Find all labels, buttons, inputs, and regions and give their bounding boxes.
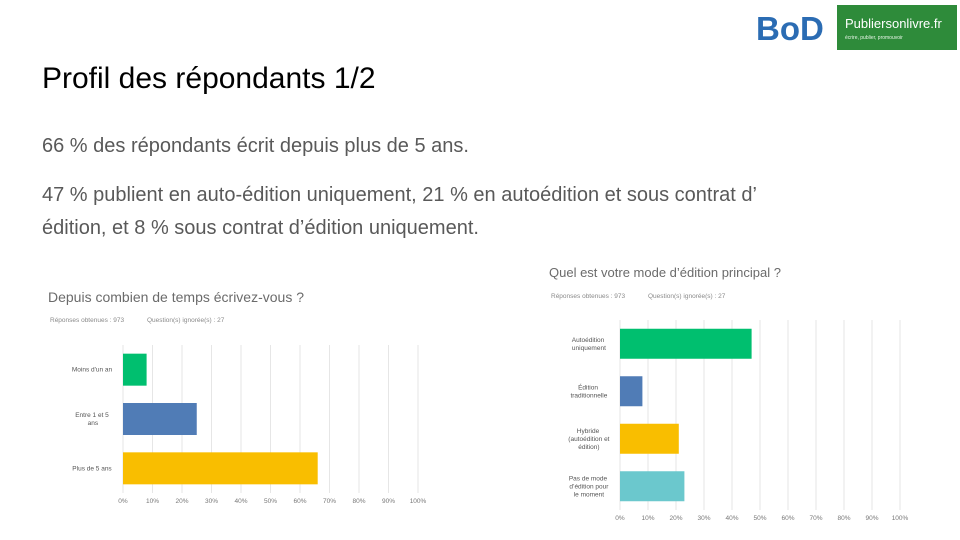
x-tick-label: 80% bbox=[352, 498, 365, 505]
x-tick-label: 20% bbox=[175, 498, 188, 505]
slide-title: Profil des répondants 1/2 bbox=[42, 62, 376, 95]
paragraph: édition, et 8 % sous contrat d’édition u… bbox=[42, 217, 479, 239]
chart-skipped: Question(s) ignorée(s) : 27 bbox=[648, 293, 726, 300]
x-tick-label: 30% bbox=[697, 515, 710, 522]
x-tick-label: 70% bbox=[809, 515, 822, 522]
y-tick-label: Hybride (autoédition et édition) bbox=[566, 428, 609, 451]
y-tick-label: Pas de mode d’édition pour le moment bbox=[568, 475, 610, 498]
y-tick-label: Autoédition uniquement bbox=[570, 337, 606, 352]
x-tick-label: 10% bbox=[641, 515, 654, 522]
x-tick-label: 0% bbox=[118, 498, 128, 505]
bar bbox=[620, 328, 752, 359]
x-tick-label: 100% bbox=[892, 515, 909, 522]
x-tick-label: 60% bbox=[781, 515, 794, 522]
bar bbox=[620, 471, 685, 502]
paragraph: 66 % des répondants écrit depuis plus de… bbox=[42, 135, 469, 157]
bar bbox=[620, 423, 679, 454]
bar bbox=[123, 452, 318, 485]
y-tick-label: Plus de 5 ans bbox=[72, 465, 112, 472]
chart-title: Depuis combien de temps écrivez-vous ? bbox=[48, 289, 304, 305]
x-tick-label: 50% bbox=[264, 498, 277, 505]
chart-responses: Réponses obtenues : 973 bbox=[50, 317, 124, 324]
x-tick-label: 10% bbox=[146, 498, 159, 505]
chart-skipped: Question(s) ignorée(s) : 27 bbox=[147, 317, 225, 324]
y-tick-label: Édition traditionnelle bbox=[569, 382, 608, 399]
x-tick-label: 90% bbox=[865, 515, 878, 522]
x-tick-label: 20% bbox=[669, 515, 682, 522]
x-tick-label: 100% bbox=[410, 498, 427, 505]
x-tick-label: 50% bbox=[753, 515, 766, 522]
x-tick-label: 0% bbox=[615, 515, 625, 522]
x-tick-label: 40% bbox=[725, 515, 738, 522]
bar bbox=[123, 403, 197, 435]
y-tick-label: Entre 1 et 5 ans bbox=[75, 412, 109, 427]
x-tick-label: 30% bbox=[205, 498, 218, 505]
logo-box bbox=[837, 5, 957, 50]
x-tick-label: 90% bbox=[382, 498, 395, 505]
x-tick-label: 60% bbox=[293, 498, 306, 505]
y-tick-label: Moins d'un an bbox=[72, 367, 113, 374]
x-tick-label: 70% bbox=[323, 498, 336, 505]
x-tick-label: 80% bbox=[837, 515, 850, 522]
chart-title: Quel est votre mode d’édition principal … bbox=[549, 265, 781, 280]
chart-responses: Réponses obtenues : 973 bbox=[551, 293, 625, 300]
bar bbox=[123, 353, 147, 386]
paragraph: 47 % publient en auto-édition uniquement… bbox=[42, 184, 757, 206]
logo-site: Publiersonlivre.fr bbox=[845, 16, 942, 31]
x-tick-label: 40% bbox=[234, 498, 247, 505]
bar bbox=[620, 376, 643, 407]
logo-tagline: écrire, publier, promouvoir bbox=[845, 35, 903, 41]
logo-bod: BoD bbox=[756, 10, 824, 47]
